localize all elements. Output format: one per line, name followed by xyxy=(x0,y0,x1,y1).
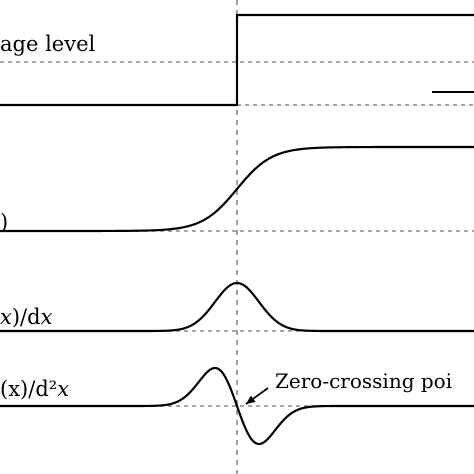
signal-panel: age level xyxy=(0,13,474,107)
zero-crossing-annotation: Zero-crossing poi xyxy=(245,369,452,405)
step-signal-curve xyxy=(0,13,474,107)
function-curve xyxy=(0,145,474,233)
first-derivative-curve xyxy=(0,281,474,333)
second-derivative-panel: (x)/d²x xyxy=(0,366,474,446)
first-derivative-label: x)/dx xyxy=(0,305,53,329)
zero-crossing-arrow xyxy=(245,387,269,405)
signal-label: age level xyxy=(0,32,96,56)
function-label: ) xyxy=(0,210,8,234)
second-derivative-label: (x)/d²x xyxy=(0,377,69,401)
zero-crossing-label: Zero-crossing poi xyxy=(275,369,452,393)
first-derivative-panel: x)/dx xyxy=(0,281,474,333)
second-derivative-curve xyxy=(0,366,474,446)
function-panel: ) xyxy=(0,145,474,234)
